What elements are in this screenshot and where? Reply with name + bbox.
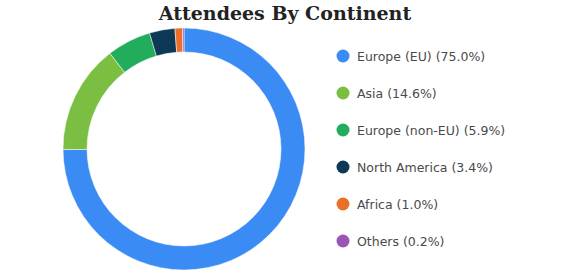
legend: Europe (EU) (75.0%) Asia (14.6%) Europe (n… — [337, 49, 506, 249]
legend-label: Africa (1.0%) — [357, 197, 438, 212]
legend-label: North America (3.4%) — [357, 160, 493, 175]
chart-title: Attendees By Continent — [158, 2, 412, 24]
slice — [63, 28, 305, 270]
slice — [150, 28, 177, 56]
legend-swatch — [337, 124, 350, 137]
chart: Attendees By Continent Europe (EU) (75.0%… — [0, 0, 572, 277]
legend-label: Others (0.2%) — [357, 234, 445, 249]
slice — [63, 53, 125, 149]
legend-swatch — [337, 87, 350, 100]
legend-label: Europe (EU) (75.0%) — [357, 49, 485, 64]
legend-swatch — [337, 50, 350, 63]
legend-swatch — [337, 198, 350, 211]
slices — [63, 28, 305, 270]
legend-swatch — [337, 161, 350, 174]
slice — [175, 28, 183, 52]
slice — [110, 33, 156, 72]
legend-swatch — [337, 235, 350, 248]
legend-label: Europe (non-EU) (5.9%) — [357, 123, 505, 138]
slice — [182, 28, 184, 52]
legend-label: Asia (14.6%) — [357, 86, 437, 101]
